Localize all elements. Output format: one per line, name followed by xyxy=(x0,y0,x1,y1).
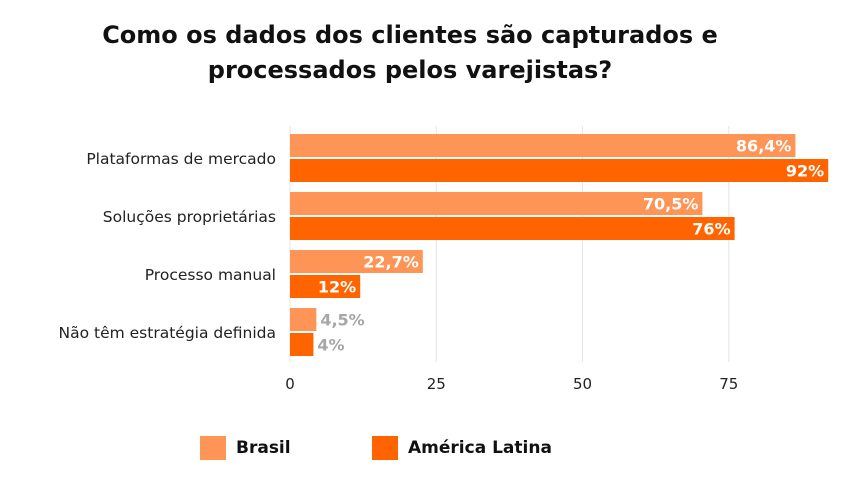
x-tick-label-50: 50 xyxy=(573,375,592,393)
bar-0-3 xyxy=(290,308,317,331)
data-label-1-3: 4% xyxy=(317,336,344,355)
category-label-1: Soluções proprietárias xyxy=(103,208,276,226)
x-tick-label-0: 0 xyxy=(285,375,295,393)
data-label-0-3: 4,5% xyxy=(320,311,364,330)
legend-item-brasil: Brasil xyxy=(200,436,291,460)
legend-label-brasil: Brasil xyxy=(236,438,291,458)
legend-item-america-latina: América Latina xyxy=(372,436,552,460)
data-label-0-0: 86,4% xyxy=(736,137,792,156)
category-label-2: Processo manual xyxy=(145,266,276,284)
bar-0-0 xyxy=(290,134,796,157)
chart-title-line-1: Como os dados dos clientes são capturado… xyxy=(102,21,718,49)
data-label-0-1: 70,5% xyxy=(643,195,699,214)
data-label-0-2: 22,7% xyxy=(363,253,419,272)
bar-0-1 xyxy=(290,192,703,215)
bar-1-3 xyxy=(290,333,314,356)
data-label-1-0: 92% xyxy=(786,162,824,181)
chart-title: Como os dados dos clientes são capturado… xyxy=(0,18,820,88)
legend-swatch-brasil xyxy=(200,436,226,460)
bar-1-0 xyxy=(290,159,829,182)
legend-label-america-latina: América Latina xyxy=(408,438,552,458)
legend-swatch-america-latina xyxy=(372,436,398,460)
x-tick-label-25: 25 xyxy=(427,375,446,393)
data-label-1-1: 76% xyxy=(692,220,730,239)
bar-1-2 xyxy=(290,275,361,298)
bar-chart: 0 25 50 75 Plataformas de mercado 86,4% 92% Sol… xyxy=(59,126,829,393)
bar-0-2 xyxy=(290,250,423,273)
data-label-1-2: 12% xyxy=(318,278,356,297)
category-label-3: Não têm estratégia definida xyxy=(59,324,277,342)
chart-title-line-2: processados pelos varejistas? xyxy=(207,56,613,84)
bar-1-1 xyxy=(290,217,735,240)
x-tick-label-75: 75 xyxy=(719,375,738,393)
category-label-0: Plataformas de mercado xyxy=(86,150,276,168)
